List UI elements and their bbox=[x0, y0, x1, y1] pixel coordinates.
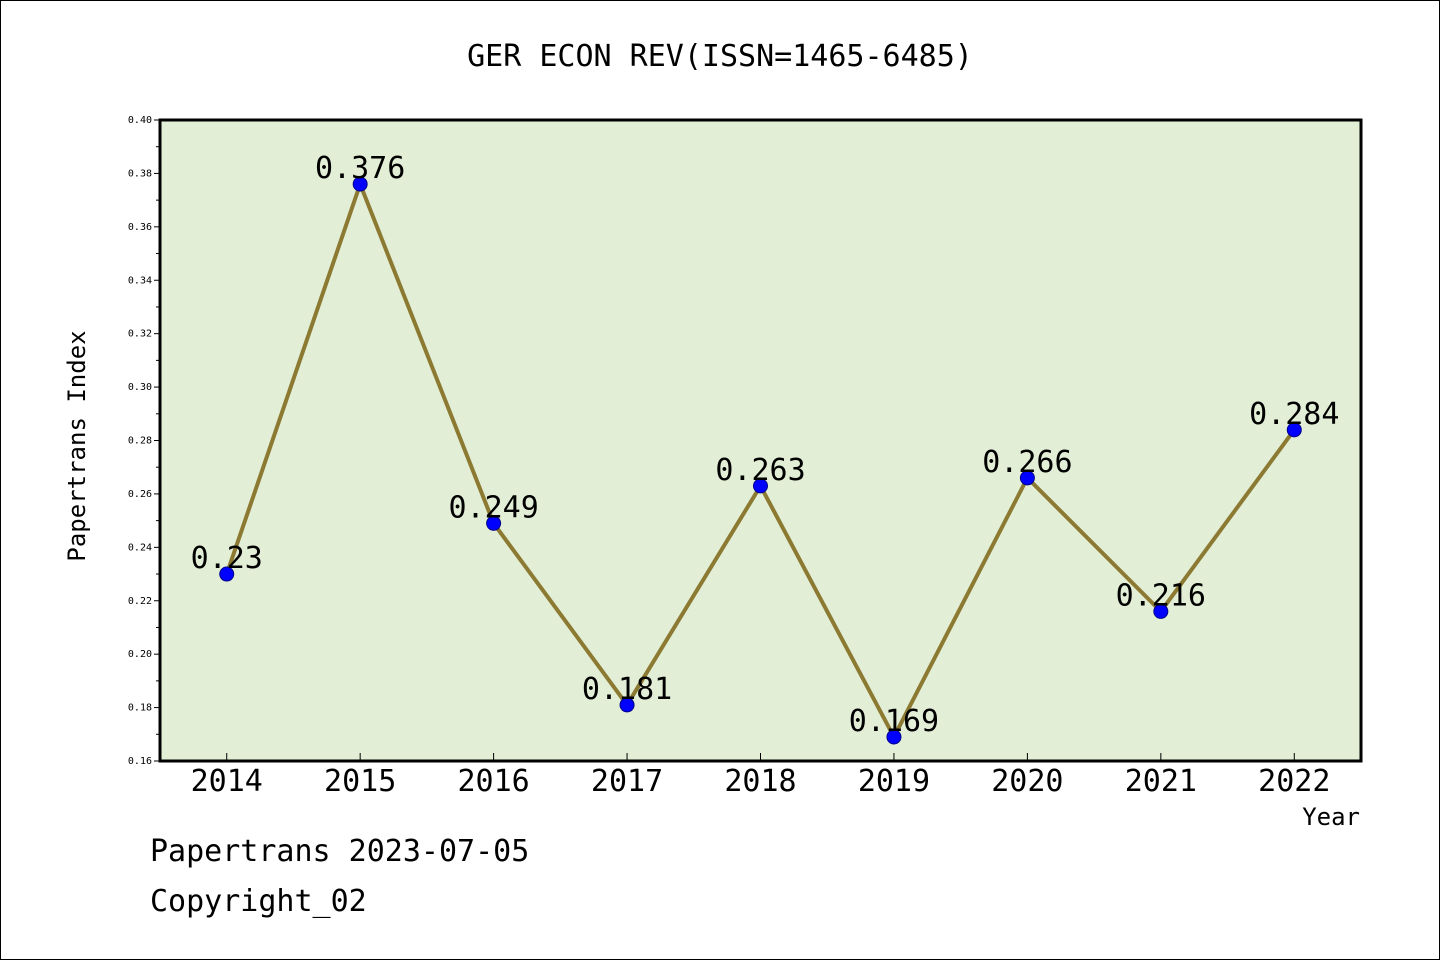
y-tick-label: 0.32 bbox=[128, 329, 152, 340]
plot-area bbox=[158, 118, 1363, 763]
y-tick-label: 0.30 bbox=[128, 382, 152, 393]
data-point bbox=[219, 566, 235, 582]
x-tick-label: 2015 bbox=[324, 764, 396, 799]
y-tick-label: 0.24 bbox=[128, 542, 152, 553]
x-tick-label: 2019 bbox=[858, 764, 930, 799]
data-point bbox=[886, 729, 902, 745]
y-tick-label: 0.28 bbox=[128, 436, 152, 447]
footer-copyright: Copyright_02 bbox=[150, 884, 367, 919]
x-axis-label: Year bbox=[1302, 803, 1360, 831]
y-tick-label: 0.26 bbox=[128, 489, 152, 500]
data-label: 0.284 bbox=[1249, 397, 1339, 432]
data-label: 0.263 bbox=[715, 453, 805, 488]
data-point bbox=[619, 697, 635, 713]
data-label: 0.169 bbox=[849, 704, 939, 739]
y-tick-label: 0.18 bbox=[128, 703, 152, 714]
chart-title: GER ECON REV(ISSN=1465-6485) bbox=[467, 39, 973, 74]
series-line-group bbox=[219, 176, 1302, 745]
x-axis: 2014 2015 2016 2017 2018 2019 2020 2021 2022 bbox=[191, 753, 1330, 799]
y-tick-label: 0.16 bbox=[128, 756, 152, 767]
y-axis-label: Papertrans Index bbox=[63, 330, 91, 561]
data-label: 0.249 bbox=[448, 490, 538, 525]
x-tick-label: 2014 bbox=[191, 764, 263, 799]
data-label: 0.23 bbox=[191, 541, 263, 576]
footer-date: Papertrans 2023-07-05 bbox=[150, 834, 530, 869]
y-axis: 0.16 0.18 0.20 0.22 0.24 0.26 0.28 0.30 0.32 0.34… bbox=[128, 115, 160, 767]
data-label: 0.266 bbox=[982, 445, 1072, 480]
y-tick-label: 0.22 bbox=[128, 596, 152, 607]
data-label: 0.181 bbox=[582, 672, 672, 707]
data-point bbox=[1019, 470, 1035, 486]
data-label: 0.216 bbox=[1116, 578, 1206, 613]
x-tick-label: 2022 bbox=[1258, 764, 1330, 799]
data-point bbox=[753, 478, 768, 494]
data-point bbox=[352, 176, 368, 192]
data-labels: 0.23 0.376 0.249 0.181 0.263 0.169 0.266 0.216 0… bbox=[191, 151, 1340, 739]
x-tick-label: 2020 bbox=[991, 764, 1063, 799]
data-label: 0.376 bbox=[315, 151, 405, 186]
y-tick-label: 0.34 bbox=[128, 275, 152, 286]
y-tick-label: 0.38 bbox=[128, 168, 152, 179]
x-tick-label: 2018 bbox=[724, 764, 796, 799]
x-tick-label: 2016 bbox=[457, 764, 529, 799]
data-point bbox=[1153, 603, 1169, 619]
x-tick-label: 2021 bbox=[1125, 764, 1197, 799]
data-point bbox=[486, 515, 502, 531]
data-point bbox=[1286, 422, 1302, 438]
y-tick-label: 0.40 bbox=[128, 115, 152, 126]
x-tick-label: 2017 bbox=[591, 764, 663, 799]
y-tick-label: 0.20 bbox=[128, 649, 152, 660]
y-tick-label: 0.36 bbox=[128, 222, 152, 233]
